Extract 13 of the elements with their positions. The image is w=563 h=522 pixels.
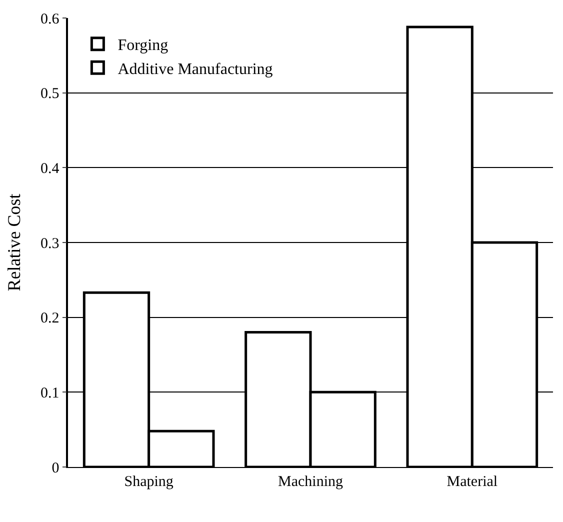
y-axis-title: Relative Cost <box>4 194 24 292</box>
y-tick-label: 0.2 <box>40 310 60 327</box>
x-tick-label: Material <box>446 474 498 490</box>
y-tick-label: 0.1 <box>40 385 60 402</box>
y-tick-label: 0.3 <box>40 236 60 252</box>
y-tick-label: 0 <box>52 460 60 476</box>
x-tick-label: Shaping <box>124 474 174 490</box>
y-tick-label: 0.6 <box>40 11 60 28</box>
x-tick-label: Machining <box>278 474 344 490</box>
y-tick-label: 0.4 <box>40 160 60 177</box>
legend-label: Forging <box>118 37 168 54</box>
legend-label: Additive Manufacturing <box>118 60 273 78</box>
y-tick-label: 0.5 <box>40 86 60 102</box>
